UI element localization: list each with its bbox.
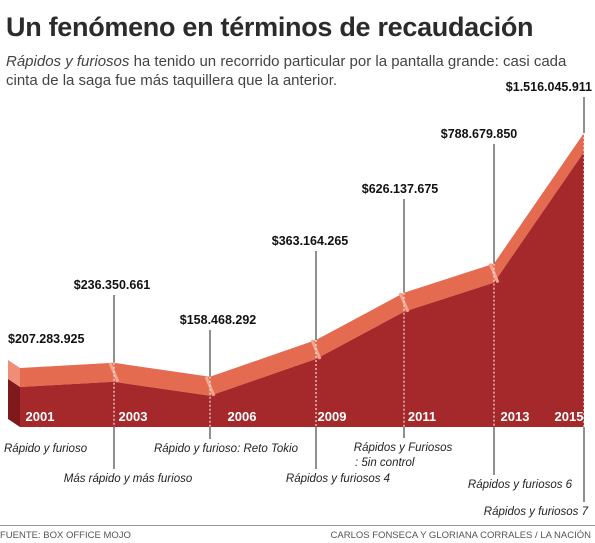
- chart-title: Un fenómeno en términos de recaudación: [6, 12, 534, 42]
- movie-label-line: Rápidos y furiosos 4: [286, 473, 390, 485]
- movie-label-line: Rápido y furioso: Reto Tokio: [154, 443, 299, 455]
- year-label: 2009: [318, 409, 347, 424]
- movie-label-line: Rápidos y furiosos 7: [484, 506, 589, 518]
- value-label: $236.350.661: [74, 278, 151, 292]
- movie-label: Rápido y furioso: [4, 443, 88, 455]
- left-face-dark: [8, 379, 20, 427]
- movie-label: Más rápido y más furioso: [64, 473, 193, 485]
- year-label: 2011: [408, 409, 436, 424]
- value-label: $1.516.045.911: [506, 80, 592, 94]
- movie-label-line: Más rápido y más furioso: [64, 473, 193, 485]
- value-label: $207.283.925: [8, 332, 85, 346]
- area-top-band: [20, 133, 584, 396]
- value-label: $788.679.850: [441, 127, 518, 141]
- movie-label: Rápidos y furiosos 4: [286, 473, 390, 485]
- movie-label-line: : 5in control: [355, 457, 415, 469]
- value-label: $363.164.265: [272, 234, 349, 248]
- left-face-light: [8, 360, 20, 387]
- credit-note: CARLOS FONSECA Y GLORIANA CORRALES / LA …: [330, 530, 591, 541]
- movie-label-line: Rápido y furioso: [4, 443, 88, 455]
- movie-label: Rápidos y Furiosos : 5in control: [354, 442, 453, 469]
- movie-label: Rápido y furioso: Reto Tokio: [154, 443, 299, 455]
- chart-subtitle: Rápidos y furiosos ha tenido un recorrid…: [6, 52, 591, 90]
- movie-label-line: Rápidos y Furiosos: [354, 442, 453, 454]
- year-label: 2015: [555, 409, 584, 424]
- source-note: FUENTE: BOX OFFICE MOJO: [0, 530, 131, 541]
- movie-label: Rápidos y furiosos 6: [468, 479, 573, 491]
- year-label: 2013: [501, 409, 530, 424]
- year-label: 2006: [228, 409, 257, 424]
- value-label: $158.468.292: [180, 313, 257, 327]
- subtitle-emphasis: Rápidos y furiosos: [6, 53, 130, 70]
- subtitle-text: ha tenido un recorrido particular por la…: [6, 53, 567, 89]
- movie-label-line: Rápidos y furiosos 6: [468, 479, 573, 491]
- footer-divider: [0, 525, 595, 526]
- area-fill: [20, 152, 584, 427]
- value-label: $626.137.675: [362, 182, 439, 196]
- movie-label: Rápidos y furiosos 7: [484, 506, 589, 518]
- year-label: 2003: [119, 409, 148, 424]
- year-label: 2001: [26, 409, 55, 424]
